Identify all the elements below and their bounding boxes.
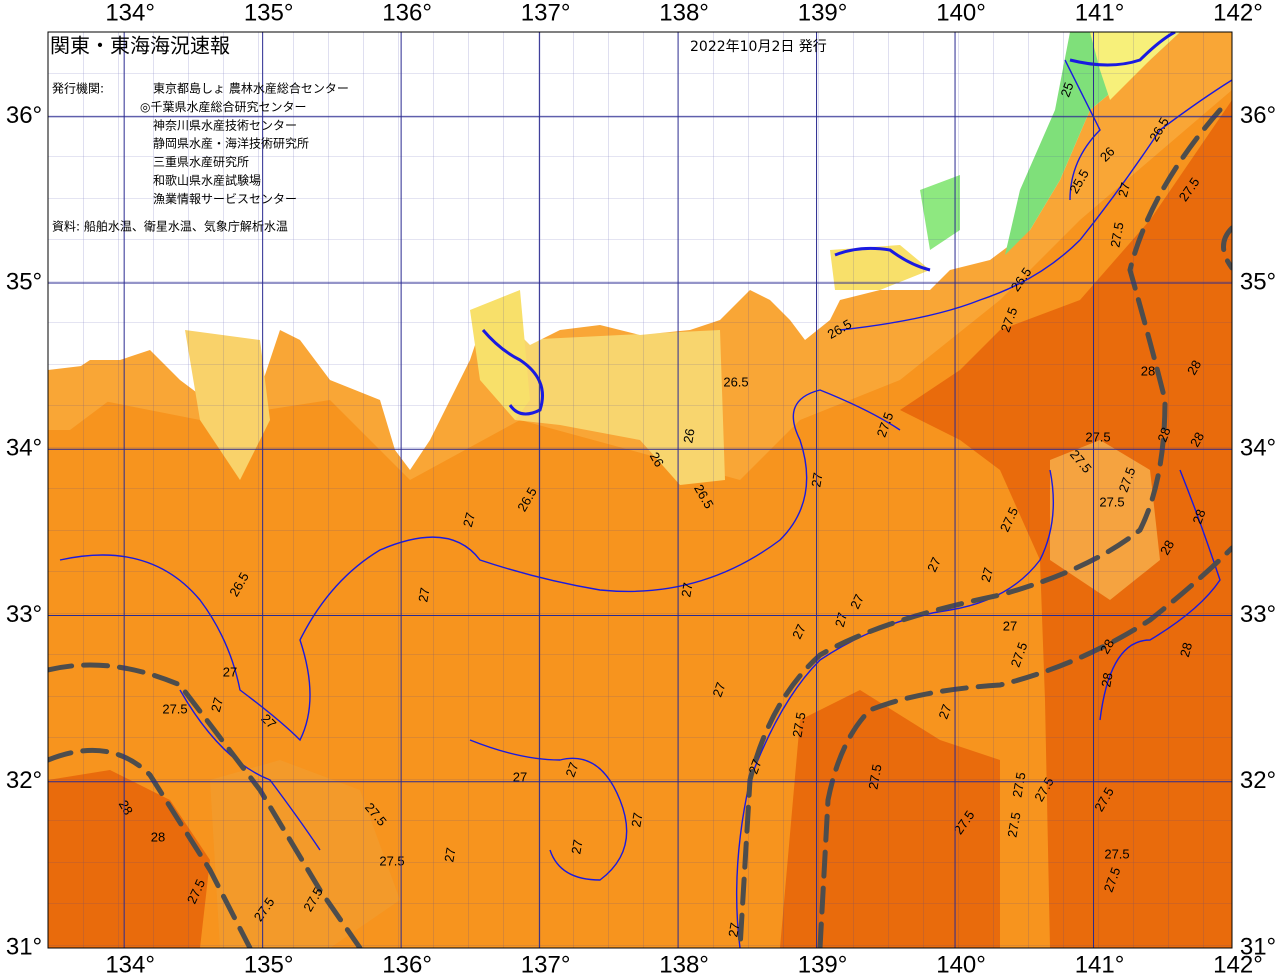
y-tick-label: 35° bbox=[6, 268, 42, 295]
contour-label: 27 bbox=[709, 680, 728, 699]
current-axes bbox=[48, 107, 1232, 948]
y-tick-label: 33° bbox=[1240, 601, 1276, 628]
contour-label: 25 bbox=[1057, 80, 1076, 99]
issuer: 漁業情報サービスセンター bbox=[153, 192, 297, 206]
x-tick-label: 139° bbox=[798, 0, 848, 26]
source-note: 資料: 船舶水温、衛星水温、気象庁解析水温 bbox=[52, 219, 288, 234]
contour-label: 28 bbox=[1097, 636, 1117, 656]
contour-label: 27.5 bbox=[789, 711, 808, 739]
x-tick-label: 141° bbox=[1075, 951, 1125, 978]
x-tick-label: 134° bbox=[105, 0, 155, 26]
issuer: 神奈川県水産技術センター bbox=[153, 117, 297, 132]
y-tick-label: 35° bbox=[1240, 268, 1276, 295]
contour-label: 27 bbox=[441, 846, 458, 863]
x-tick-label: 138° bbox=[659, 951, 709, 978]
x-tick-label: 142° bbox=[1213, 0, 1263, 26]
issuer: 和歌山県水産試験場 bbox=[153, 173, 261, 188]
contour-label: 27.5 bbox=[865, 763, 884, 791]
contour-label: 28 bbox=[151, 829, 165, 844]
y-tick-label: 36° bbox=[1240, 102, 1276, 129]
contour-label: 28 bbox=[1184, 357, 1204, 377]
x-tick-label: 137° bbox=[521, 951, 571, 978]
contour-label: 27 bbox=[678, 581, 695, 598]
x-tick-label: 138° bbox=[659, 0, 709, 26]
contour-label: 28 bbox=[116, 797, 136, 817]
contour-label: 27.5 bbox=[1009, 771, 1028, 799]
contour-label: 27 bbox=[415, 586, 432, 603]
contour-label: 27.5 bbox=[1085, 429, 1110, 444]
contour-label: 27 bbox=[847, 592, 867, 611]
contour-label: 26 bbox=[680, 427, 697, 444]
contour-label: 27 bbox=[223, 664, 237, 679]
y-tick-label: 34° bbox=[1240, 435, 1276, 462]
map-title: 関東・東海海況速報 bbox=[50, 34, 230, 58]
contour-label: 28 bbox=[1187, 429, 1207, 449]
contour-label: 27 bbox=[935, 702, 954, 721]
contour-label: 27.5 bbox=[379, 853, 404, 868]
issuer: ◎千葉県水産総合研究センター bbox=[140, 99, 306, 114]
contour-label: 27 bbox=[568, 838, 585, 855]
contour-label: 28 bbox=[1189, 507, 1208, 526]
contour-label: 27.5 bbox=[1004, 811, 1023, 839]
y-tick-label: 36° bbox=[6, 102, 42, 129]
contour-label: 27 bbox=[628, 811, 645, 828]
contour-label: 27 bbox=[460, 511, 478, 529]
x-tick-label: 140° bbox=[936, 951, 986, 978]
contour-label: 27 bbox=[789, 622, 809, 641]
issuer: 東京都島しょ 農林水産総合センター bbox=[153, 81, 349, 96]
contour-label: 27 bbox=[1003, 618, 1017, 633]
y-tick-label: 31° bbox=[1240, 933, 1276, 960]
y-tick-label: 31° bbox=[6, 933, 42, 960]
quarter-grid bbox=[48, 32, 1232, 948]
contour-label: 27.5 bbox=[1107, 221, 1126, 249]
contour-label: 27 bbox=[562, 760, 581, 779]
contour-label: 27 bbox=[725, 921, 742, 938]
x-tick-label: 142° bbox=[1213, 951, 1263, 978]
x-tick-label: 136° bbox=[382, 0, 432, 26]
x-tick-label: 135° bbox=[244, 951, 294, 978]
x-tick-label: 135° bbox=[244, 0, 294, 26]
contour-label: 28 bbox=[1157, 537, 1177, 557]
contour-label: 27 bbox=[745, 757, 764, 776]
contour-label: 27.5 bbox=[1104, 846, 1129, 861]
map-frame bbox=[47, 31, 1233, 949]
y-tick-label: 32° bbox=[1240, 767, 1276, 794]
y-tick-label: 32° bbox=[6, 767, 42, 794]
contour-label: 27 bbox=[513, 769, 527, 784]
contour-label: 27 bbox=[1115, 181, 1133, 199]
x-tick-label: 134° bbox=[105, 951, 155, 978]
issuer: 静岡県水産・海洋技術研究所 bbox=[153, 136, 309, 151]
x-tick-label: 140° bbox=[936, 0, 986, 26]
contour-label: 28 bbox=[1154, 425, 1173, 444]
contour-label: 27 bbox=[978, 566, 996, 584]
y-tick-label: 33° bbox=[6, 601, 42, 628]
contour-label: 27.5 bbox=[162, 701, 187, 716]
contour-label: 27.5 bbox=[1099, 494, 1124, 509]
issue-date: 2022年10月2日 発行 bbox=[690, 39, 827, 55]
contour-label: 28 bbox=[1141, 363, 1155, 378]
x-tick-label: 141° bbox=[1075, 0, 1125, 26]
issuer-label: 発行機関: bbox=[52, 81, 104, 96]
contour-label: 28 bbox=[1177, 641, 1195, 659]
x-tick-label: 136° bbox=[382, 951, 432, 978]
issuer: 三重県水産研究所 bbox=[153, 154, 249, 169]
y-tick-label: 34° bbox=[6, 435, 42, 462]
contour-label: 28 bbox=[1098, 671, 1115, 688]
contour-label: 27 bbox=[924, 555, 944, 574]
x-tick-label: 139° bbox=[798, 951, 848, 978]
contour-label: 26 bbox=[647, 449, 667, 469]
x-tick-label: 137° bbox=[521, 0, 571, 26]
contour-label: 27 bbox=[208, 696, 226, 714]
contour-label: 26.5 bbox=[723, 374, 748, 389]
